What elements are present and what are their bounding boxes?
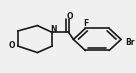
Text: N: N	[50, 25, 57, 34]
Text: O: O	[9, 41, 16, 51]
Text: F: F	[83, 19, 89, 28]
Text: O: O	[67, 12, 73, 21]
Text: Br: Br	[125, 38, 135, 47]
